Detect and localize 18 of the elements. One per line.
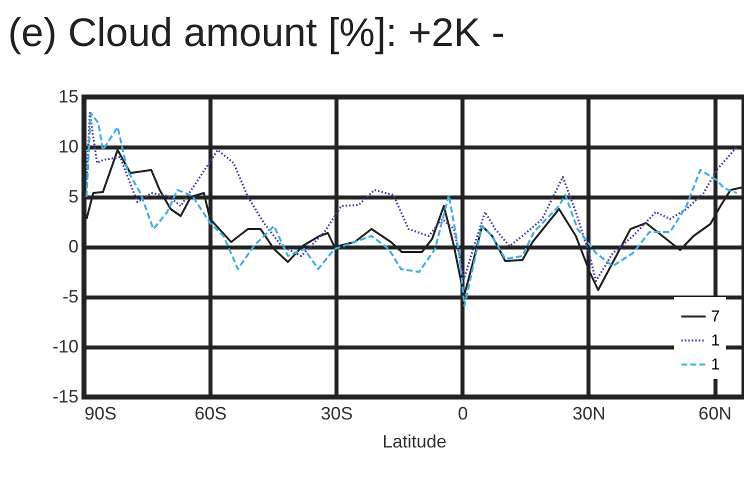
legend-label: 7 [711, 308, 720, 326]
y-tick-label: -15 [52, 386, 78, 406]
y-tick-label: -10 [52, 336, 78, 356]
x-tick-label: 30S [320, 404, 353, 424]
x-tick-label: 90S [84, 404, 117, 424]
x-axis-title: Latitude [382, 432, 447, 452]
legend-label: 1 [711, 356, 720, 374]
x-tick-label: 60N [698, 404, 732, 424]
x-tick-label: 30N [572, 404, 606, 424]
x-tick-label: 0 [458, 404, 468, 424]
y-tick-label: 0 [68, 236, 78, 256]
legend-label: 1 [711, 332, 720, 350]
y-tick-label: 15 [58, 86, 78, 106]
y-tick-label: -5 [62, 286, 78, 306]
chart-title: (e) Cloud amount [%]: +2K - [8, 11, 505, 55]
y-tick-label: 10 [58, 136, 78, 156]
y-tick-label: 5 [68, 186, 78, 206]
x-tick-label: 60S [194, 404, 227, 424]
